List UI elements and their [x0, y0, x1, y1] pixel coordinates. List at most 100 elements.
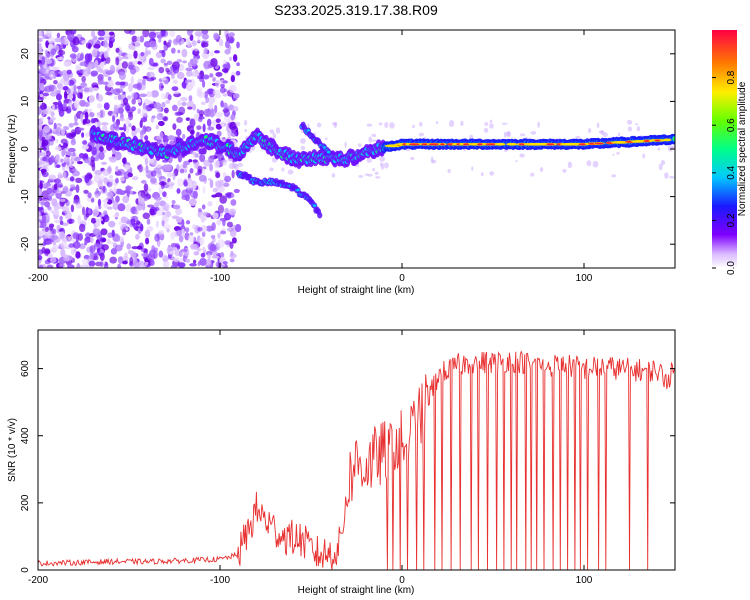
spectrogram-noise-blob: [127, 250, 134, 255]
spectrogram-noise-blob: [93, 242, 100, 248]
spectrogram-noise-blob: [118, 117, 125, 122]
spectrogram-noise-blob: [114, 107, 119, 114]
spectrogram-noise-blob: [144, 261, 149, 266]
spectrogram-noise-blob: [108, 175, 114, 179]
spectrogram-noise-blob: [207, 253, 212, 260]
spectrogram-noise-blob: [235, 121, 241, 127]
spectrogram-noise-blob: [176, 178, 184, 187]
spectrogram-noise-blob: [157, 229, 165, 235]
spectrogram-noise-blob: [38, 128, 43, 137]
spectrogram-noise-blob: [58, 263, 65, 268]
spectrogram-noise-blob: [530, 172, 535, 177]
spectrogram-noise-blob: [231, 162, 238, 168]
spectrogram-noise-blob: [172, 65, 180, 74]
spectrogram-noise-blob: [272, 132, 277, 139]
spectrogram-noise-blob: [38, 45, 43, 54]
spectrogram-noise-blob: [103, 102, 110, 110]
spectrogram-noise-blob: [575, 135, 581, 140]
spectrogram-noise-blob: [57, 50, 66, 56]
spectrogram-noise-blob: [68, 218, 73, 225]
spectrogram-noise-blob: [58, 109, 65, 117]
spectrogram-noise-blob: [45, 53, 51, 59]
spectrogram-x-axis-label: Height of straight line (km): [298, 285, 415, 296]
spectrogram-noise-blob: [102, 81, 109, 85]
spectrogram-noise-blob: [660, 160, 666, 166]
spectrogram-noise-blob: [96, 93, 104, 103]
spectrogram-noise-blob: [56, 93, 62, 101]
spectrogram-noise-blob: [600, 130, 605, 135]
spectrogram-ridge-peak: [463, 143, 470, 146]
spectrogram-noise-blob: [91, 87, 99, 92]
spectrogram-noise-blob: [158, 250, 164, 258]
spectrogram-noise-blob: [62, 142, 69, 148]
spectrogram-noise-blob: [77, 92, 83, 99]
spectrogram-noise-blob: [115, 177, 119, 184]
spectrogram-noise-blob: [100, 58, 105, 62]
spectrogram-noise-blob: [230, 74, 236, 83]
spectrogram-ridge-peak: [643, 139, 651, 142]
spectrogram-noise-blob: [121, 61, 129, 69]
spectrogram-noise-blob: [219, 251, 225, 259]
spectrogram-noise-blob: [161, 77, 167, 81]
spectrogram-noise-blob: [70, 85, 74, 93]
spectrogram-y-axis-label: Frequency (Hz): [7, 115, 18, 184]
spectrogram-noise-blob: [103, 50, 109, 59]
spectrogram-noise-blob: [229, 56, 233, 61]
spectrogram-noise-blob: [225, 193, 233, 199]
spectrogram-noise-blob: [47, 132, 52, 140]
spectrogram-noise-blob: [63, 149, 67, 155]
spectrogram-noise-blob: [118, 127, 125, 131]
colorbar-tick-label: 0.0: [726, 261, 737, 275]
colorbar-tick-label: 0.2: [726, 213, 737, 227]
spectrogram-noise-blob: [189, 118, 196, 128]
spectrogram-noise-blob: [141, 252, 149, 257]
spectrogram-noise-blob: [100, 122, 109, 126]
spectrogram-noise-blob: [54, 155, 60, 164]
spectrogram-ridge-inner: [672, 136, 675, 141]
spectrogram-noise-blob: [119, 81, 126, 86]
spectrogram-noise-blob: [88, 260, 96, 267]
spectrogram-noise-blob: [199, 237, 205, 246]
spectrogram-noise-blob: [144, 158, 149, 166]
spectrogram-noise-blob: [147, 50, 151, 55]
spectrogram-noise-blob: [168, 181, 172, 185]
spectrogram-noise-blob: [215, 71, 223, 77]
spectrogram-noise-blob: [220, 230, 227, 235]
spectrogram-noise-blob: [57, 100, 62, 108]
spectrogram-noise-blob: [215, 118, 221, 123]
spectrogram-noise-blob: [217, 204, 225, 214]
spectrogram-noise-blob: [51, 104, 56, 110]
spectrogram-noise-blob: [186, 83, 193, 91]
spectrogram-noise-blob: [616, 151, 620, 155]
spectrogram-noise-blob: [379, 155, 386, 162]
spectrogram-noise-blob: [117, 203, 126, 212]
spectrogram-x-tick-label: 100: [576, 273, 593, 284]
snr-y-tick-label: 200: [20, 494, 31, 511]
spectrogram-noise-blob: [94, 59, 99, 69]
spectrogram-noise-blob: [40, 76, 44, 82]
spectrogram-noise-blob: [185, 258, 191, 263]
spectrogram-noise-blob: [145, 165, 149, 174]
spectrogram-noise-blob: [167, 93, 172, 101]
spectrogram-noise-blob: [77, 215, 82, 224]
spectrogram-noise-blob: [209, 179, 214, 189]
spectrogram-noise-blob: [185, 37, 190, 46]
spectrogram-noise-blob: [97, 198, 102, 207]
spectrogram-noise-blob: [102, 185, 106, 193]
spectrogram-noise-blob: [410, 156, 415, 161]
spectrogram-noise-blob: [78, 99, 87, 107]
spectrogram-noise-blob: [89, 245, 96, 254]
spectrogram-noise-blob: [84, 240, 88, 246]
spectrogram-noise-blob: [71, 170, 80, 177]
spectrogram-noise-blob: [212, 187, 219, 193]
spectrogram-noise-blob: [88, 94, 95, 103]
spectrogram-noise-blob: [39, 180, 43, 190]
spectrogram-noise-blob: [197, 165, 203, 174]
spectrogram-noise-blob: [97, 37, 105, 41]
spectrogram-noise-blob: [48, 174, 57, 181]
spectrogram-noise-blob: [162, 215, 167, 222]
colorbar-tick-label: 0.4: [726, 165, 737, 179]
spectrogram-noise-blob: [44, 248, 51, 255]
snr-x-tick-label: -100: [210, 575, 230, 586]
spectrogram-noise-blob: [38, 37, 44, 42]
